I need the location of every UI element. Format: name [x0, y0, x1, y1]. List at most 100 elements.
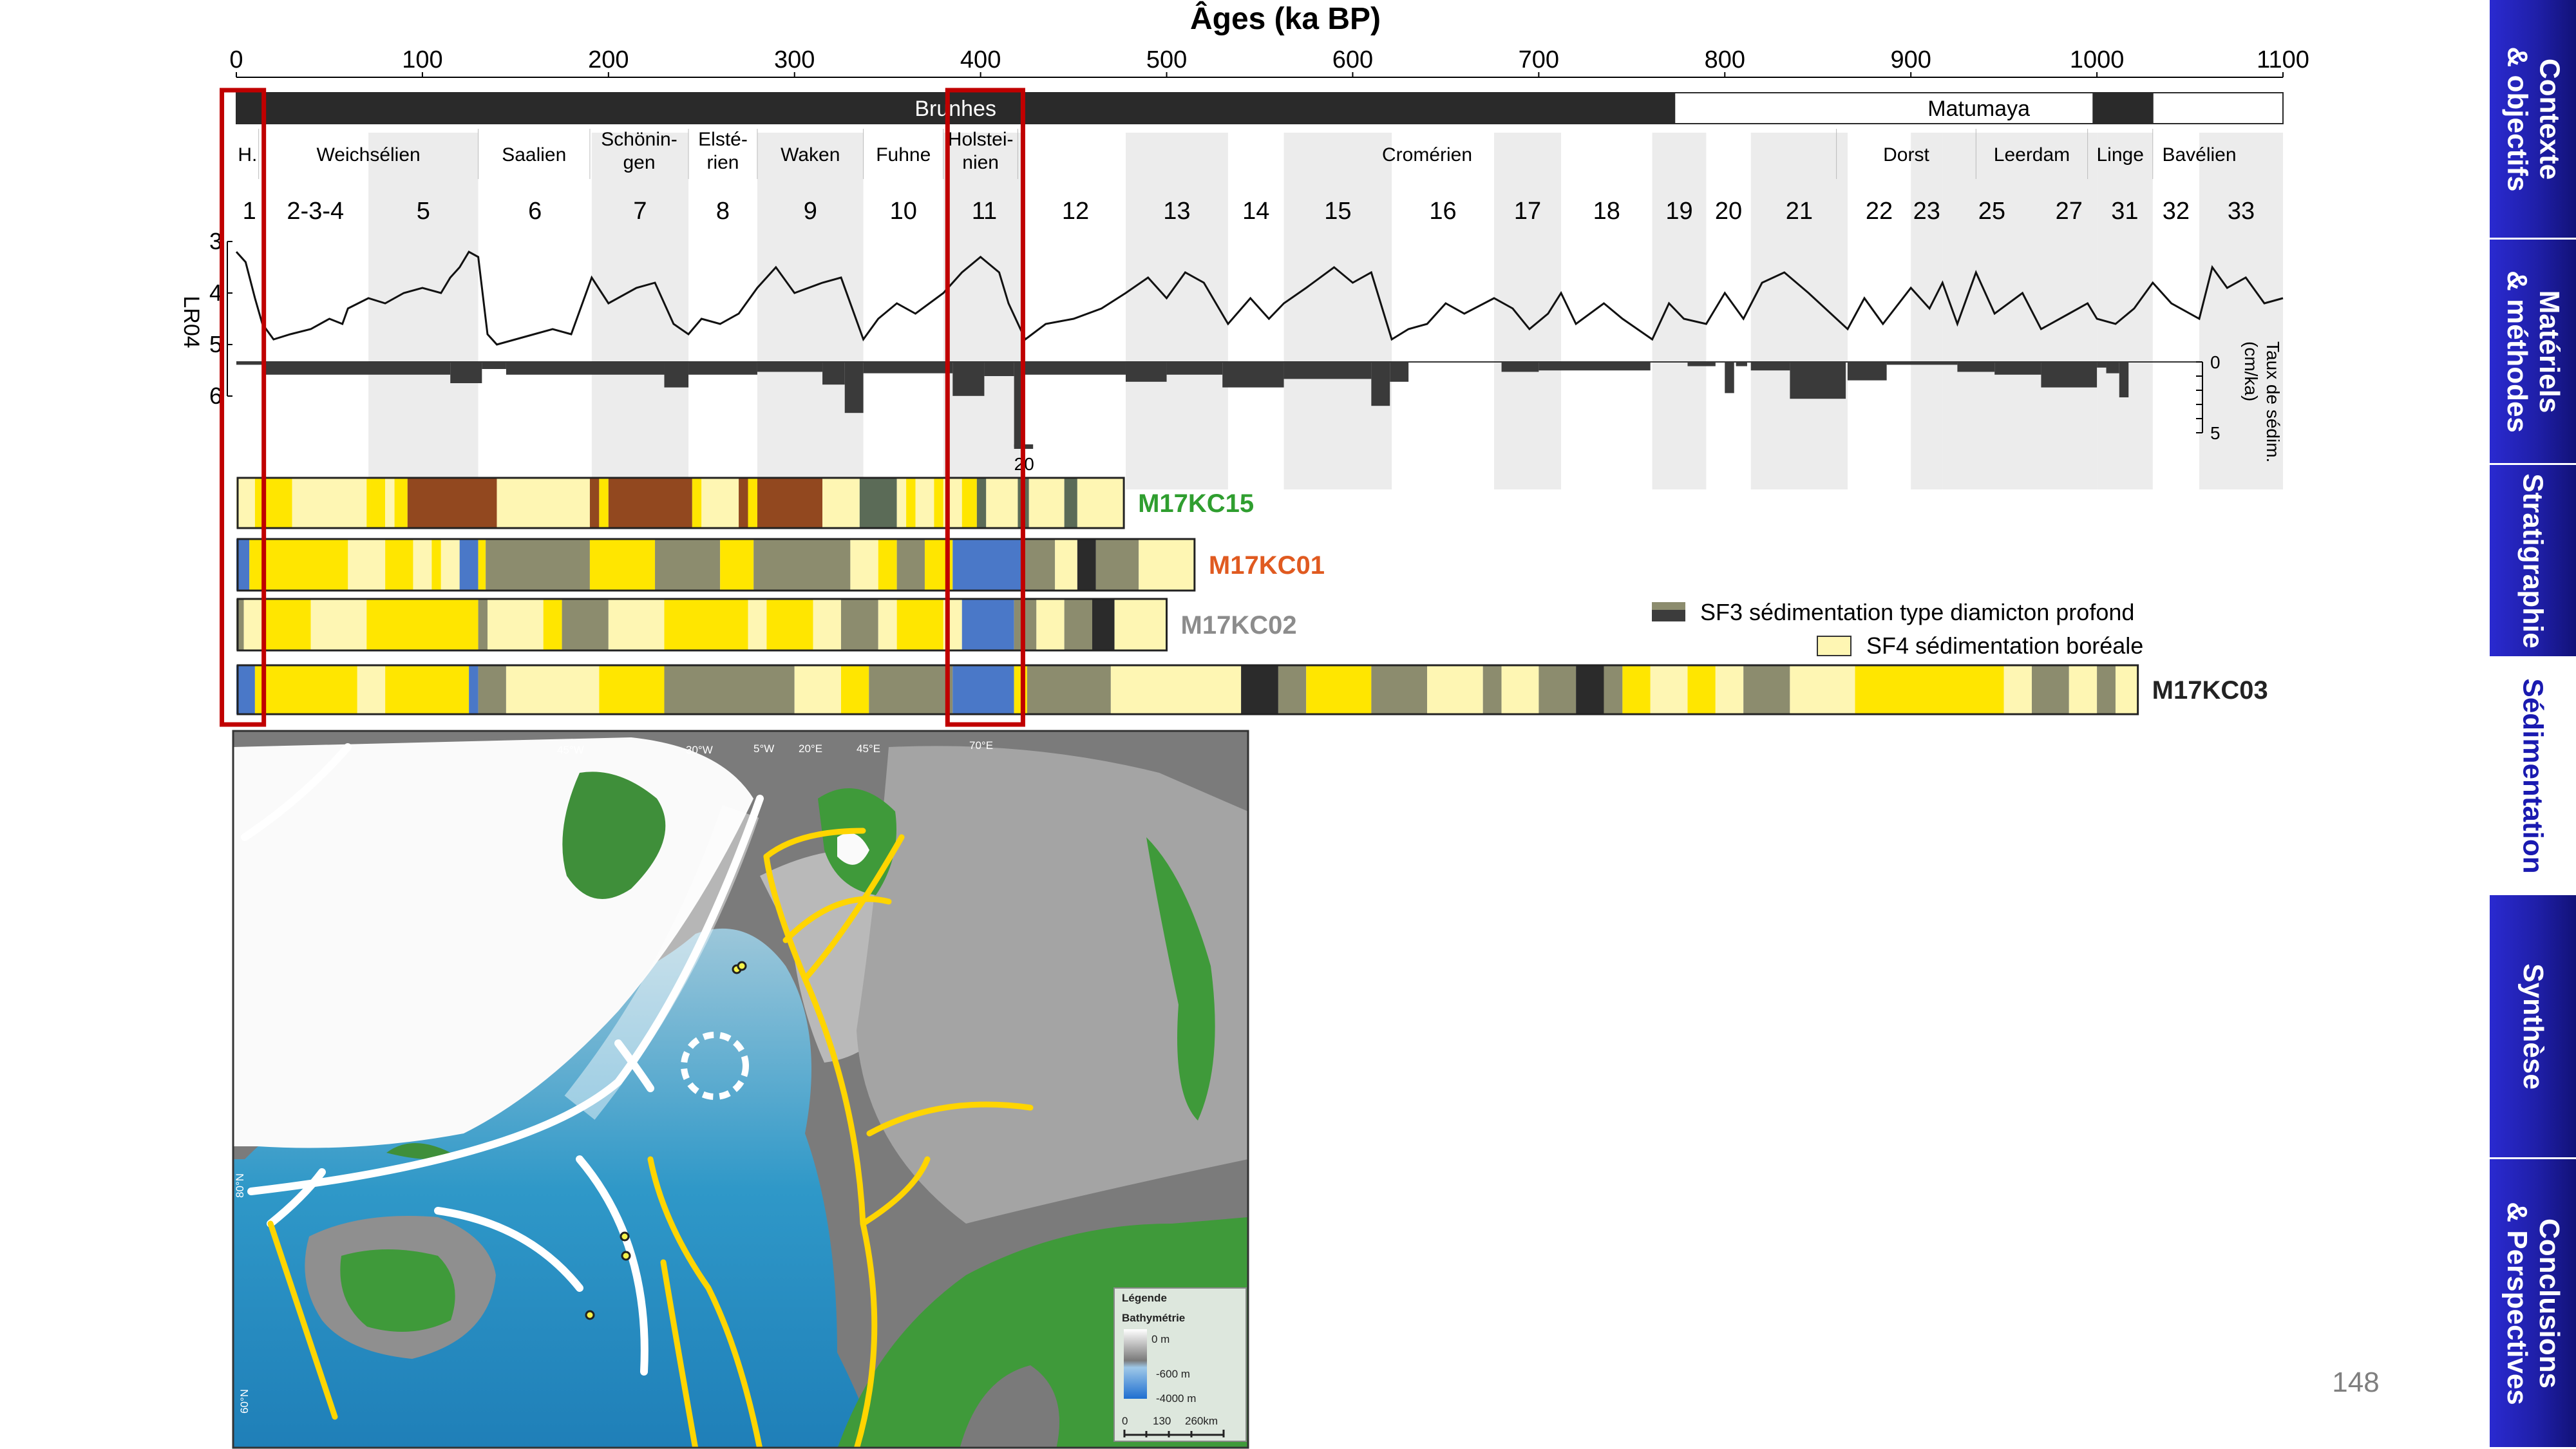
core-band: [357, 665, 386, 714]
age-tick-label: 400: [960, 46, 1001, 73]
page-number: 148: [2332, 1367, 2380, 1398]
mis-band: [368, 133, 478, 489]
mis-label: 31: [2111, 198, 2138, 225]
age-tick-label: 1100: [2257, 46, 2309, 73]
core-band: [976, 478, 987, 528]
stage-label: Bavélien: [2162, 144, 2236, 166]
polarity-chron: [1674, 92, 2284, 124]
core-band: [748, 478, 757, 528]
core-band: [859, 478, 897, 528]
sedrate-bar: [1014, 362, 1022, 447]
mis-row: 1 2-3-4 5 6 7 8 9 10 11 12 13 14 15 16 17 18 19 20 21 22 23 2…: [243, 198, 2255, 225]
chron-label: Brunhes: [914, 97, 996, 121]
lr04-tick-label: 5: [209, 331, 222, 357]
core-band: [701, 478, 739, 528]
nav-tab-label: Contexte & objectifs: [2501, 46, 2566, 191]
sedrate-bar: [2119, 362, 2129, 397]
sedrate-bar: [1501, 362, 1539, 372]
core-band: [1743, 665, 1790, 714]
polarity-chron: [236, 92, 1676, 124]
stage-label: Elsté-rien: [698, 129, 748, 173]
highlight-box: [220, 88, 267, 727]
core-band: [254, 478, 292, 528]
mis-band: [1494, 133, 1562, 489]
core-band: [952, 665, 1014, 714]
stage-label: Schönin-gen: [601, 129, 677, 173]
core-band: [1427, 665, 1483, 714]
nav-tab-stratigraphie[interactable]: Stratigraphie: [2490, 465, 2576, 658]
stage-label: Waken: [781, 144, 840, 166]
core-band: [1371, 665, 1428, 714]
highlight-windows: [220, 88, 1025, 727]
core-band: [1306, 665, 1372, 714]
lr04-line: [235, 250, 2284, 346]
mis-label: 19: [1665, 198, 1692, 225]
nav-tab-conclusions[interactable]: Conclusions & Perspectives: [2490, 1159, 2576, 1449]
mis-label: 14: [1242, 198, 1269, 225]
figure: Âges (ka BP) 0 100 200 300 400 500 600 700 800 90…: [179, 1, 2309, 1449]
core-band: [2003, 665, 2032, 714]
core-band: [1855, 665, 2004, 714]
mis-band: [1652, 133, 1707, 489]
stage-label: Weichsélien: [317, 144, 421, 166]
sedrate-bar: [1371, 362, 1390, 406]
sedrate-tick-label: 5: [2210, 423, 2221, 443]
core-band: [394, 478, 408, 528]
mis-label: 5: [417, 198, 430, 225]
nav-tab-contexte[interactable]: Contexte & objectifs: [2490, 0, 2576, 240]
core-band: [1095, 539, 1139, 591]
polarity-chron: [2092, 92, 2154, 124]
nav-tab-label: Conclusions & Perspectives: [2501, 1201, 2565, 1405]
core-band: [608, 599, 665, 650]
core-band: [1014, 599, 1037, 650]
core-band: [1110, 665, 1242, 714]
core-band: [385, 539, 413, 591]
core-band: [878, 539, 897, 591]
nav-tab-synthese[interactable]: Synthèse: [2490, 895, 2576, 1159]
mis-label: 11: [972, 198, 997, 225]
stage-label: Saalien: [502, 144, 566, 166]
nav-tab-materiels[interactable]: Matériels & méthodes: [2490, 240, 2576, 465]
core-band: [2115, 665, 2138, 714]
core-band: [1622, 665, 1651, 714]
core-band: [370, 478, 386, 528]
iceland-land: [340, 1249, 455, 1332]
longitude-label: 70°E: [969, 739, 993, 752]
mis-label: 33: [2228, 198, 2255, 225]
age-tick-label: 700: [1519, 46, 1559, 73]
longitude-label: 45°E: [857, 743, 880, 755]
core-band: [840, 665, 869, 714]
core-band: [850, 539, 878, 591]
core-band: [934, 478, 943, 528]
map-frame: [232, 730, 1249, 1449]
core-band: [822, 478, 860, 528]
stage-label: Linge: [2097, 144, 2144, 166]
stage-label: Fuhne: [876, 144, 931, 166]
core-band: [915, 478, 934, 528]
core-band: [1092, 599, 1115, 650]
ice-stream: [564, 805, 759, 1120]
core-band: [1241, 665, 1278, 714]
age-tick-label: 500: [1146, 46, 1187, 73]
chron-label: Matumaya: [1927, 97, 2030, 121]
sedrate-bar: [1736, 362, 1747, 366]
nav-tab-label: Synthèse: [2517, 963, 2550, 1090]
sedrate-bar: [1283, 362, 1372, 379]
nav-tab-sedimentation[interactable]: Sédimentation: [2490, 658, 2576, 895]
sedrate-bar: [1166, 362, 1223, 375]
core-band: [589, 539, 656, 591]
mis-label: 27: [2056, 198, 2083, 225]
core-band: [1278, 665, 1307, 714]
core-band: [906, 478, 916, 528]
sedrate-bar: [1847, 362, 1887, 381]
scale-label: 0: [1122, 1415, 1128, 1427]
sedrate-bar: [952, 362, 985, 396]
sedrate-bar: [1390, 362, 1409, 382]
lr04-tick-label: 3: [209, 228, 222, 254]
map-inset: 45°W 30°W 5°W 20°E 45°E 70°E 80°N 60°N L…: [232, 730, 1249, 1449]
stage-label: Cromérien: [1382, 144, 1472, 166]
mis-band: [2097, 133, 2153, 489]
mis-label: 7: [633, 198, 647, 225]
core-frame: [236, 538, 1196, 592]
core-frame: [236, 664, 2139, 715]
